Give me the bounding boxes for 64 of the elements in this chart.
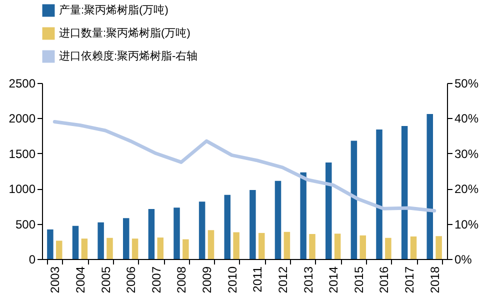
bar <box>106 238 113 259</box>
bar <box>123 218 130 259</box>
y-tick-label: 1500 <box>8 146 36 161</box>
y-tick-label: 1000 <box>8 182 36 196</box>
bar <box>284 232 290 259</box>
y-tick-label: 500 <box>15 217 36 232</box>
bar <box>224 194 231 259</box>
x-tick-label: 2008 <box>174 266 189 294</box>
bar <box>309 234 316 259</box>
y2-tick-label: 20% <box>454 182 479 196</box>
legend-label: 产量:聚丙烯树脂(万吨) <box>59 4 168 16</box>
bar <box>360 235 366 259</box>
bar <box>81 238 88 259</box>
y2-tick-label: 30% <box>454 146 479 161</box>
legend-label: 进口依赖度:聚丙烯树脂-右轴 <box>59 50 198 62</box>
x-tick-label: 2017 <box>402 266 417 294</box>
x-tick-label: 2005 <box>98 266 113 294</box>
bar <box>198 202 206 259</box>
bar <box>148 209 155 259</box>
y-tick-label: 2500 <box>8 76 36 90</box>
bar <box>233 232 240 259</box>
bar <box>326 162 332 259</box>
bar <box>334 234 341 259</box>
bar <box>174 208 180 259</box>
bar <box>208 230 214 259</box>
x-tick-label: 2015 <box>352 266 366 294</box>
x-tick-label: 2004 <box>73 266 88 294</box>
bar <box>157 238 164 259</box>
bar <box>98 222 104 259</box>
y2-tick-label: 40% <box>454 112 479 126</box>
x-tick-label: 2012 <box>276 266 290 294</box>
bar <box>300 172 306 259</box>
x-tick-label: 2016 <box>377 266 392 294</box>
bar <box>47 229 54 259</box>
x-tick-label: 2013 <box>301 266 316 294</box>
x-tick-label: 2010 <box>225 266 240 294</box>
bar <box>385 238 392 259</box>
y2-tick-label: 0% <box>454 252 472 266</box>
bar <box>436 236 442 259</box>
x-tick-label: 2006 <box>124 266 138 294</box>
bar <box>376 129 382 259</box>
y-tick-label: 2000 <box>8 112 36 126</box>
bar <box>410 236 417 259</box>
x-tick-label: 2009 <box>200 266 214 294</box>
x-tick-label: 2014 <box>326 266 341 294</box>
bar <box>350 140 358 259</box>
bar <box>72 226 79 259</box>
bar <box>250 190 256 259</box>
bar <box>426 114 434 259</box>
y2-tick-label: 10% <box>454 217 479 232</box>
bar <box>132 238 138 259</box>
x-tick-label: 2003 <box>48 266 62 294</box>
bar <box>56 240 62 259</box>
x-tick-label: 2011 <box>250 266 265 292</box>
legend-label: 进口数量:聚丙烯树脂(万吨) <box>59 26 190 40</box>
bar <box>401 126 408 259</box>
bar <box>274 180 282 259</box>
x-tick-label: 2018 <box>428 266 442 294</box>
bar <box>258 232 265 259</box>
bar <box>182 239 189 259</box>
x-tick-label: 2007 <box>149 266 164 294</box>
y-tick-label: 0 <box>28 252 36 266</box>
y2-tick-label: 50% <box>454 76 479 90</box>
line-series <box>52 120 436 213</box>
